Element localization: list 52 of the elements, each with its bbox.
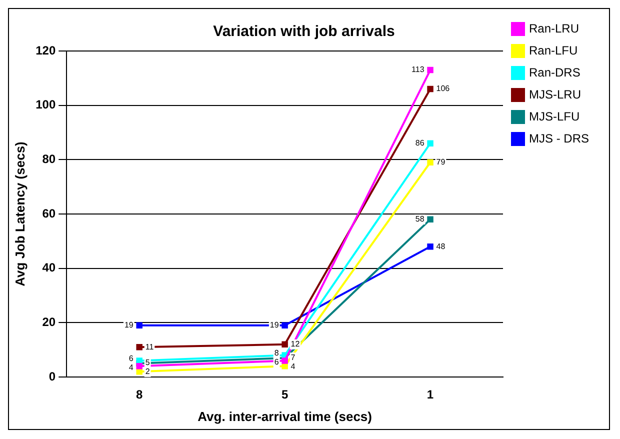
legend-label: Ran-LRU [529,21,580,36]
legend-label: Ran-DRS [529,65,580,80]
y-tick-label: 80 [42,152,56,166]
point [427,243,434,250]
data-label: 7 [290,352,296,362]
data-label: 48 [436,242,446,251]
x-tick-label: 5 [281,388,288,402]
data-label: 5 [145,358,150,368]
data-label: 86 [415,138,425,148]
legend-label: MJS-LRU [529,87,582,102]
point [136,363,142,370]
y-tick-label: 40 [42,260,56,275]
point [136,344,142,350]
x-tick-label: 1 [426,388,434,402]
data-label: 6 [274,358,280,367]
y-tick-label: 60 [42,206,56,220]
data-label: 8 [274,348,280,358]
data-label: 4 [128,363,134,372]
data-label: 4 [290,362,296,371]
legend-label: Ran-LFU [529,43,578,58]
x-axis-title: Avg. inter-arrival time (secs) [198,408,372,424]
y-tick-label: 100 [36,98,56,112]
point [136,368,142,375]
y-tick-label: 120 [36,43,56,58]
y-tick-label: 20 [42,314,56,329]
point [282,341,288,348]
x-tick-label: 8 [136,388,144,402]
point [427,159,434,166]
chart-title: Variation with job arrivals [213,23,395,40]
data-label: 79 [436,158,446,167]
data-label: 19 [124,320,134,330]
point [427,216,434,223]
point [282,363,288,370]
point [136,358,142,364]
legend-label: MJS - DRS [529,131,589,146]
data-label: 12 [290,340,300,349]
point [427,66,434,74]
data-label: 6 [128,354,134,364]
point [282,322,288,329]
y-axis-title: Avg Job Latency (secs) [12,142,28,286]
point [282,358,288,364]
point [427,86,434,92]
data-label: 113 [412,65,425,74]
data-label: 11 [145,342,154,352]
data-label: 19 [270,320,280,330]
point [427,140,434,146]
point [136,322,142,329]
legend-label: MJS-LFU [529,109,580,124]
y-tick-label: 0 [48,369,56,384]
data-label: 2 [145,367,150,376]
data-label: 58 [415,214,425,224]
data-label: 106 [436,84,450,94]
